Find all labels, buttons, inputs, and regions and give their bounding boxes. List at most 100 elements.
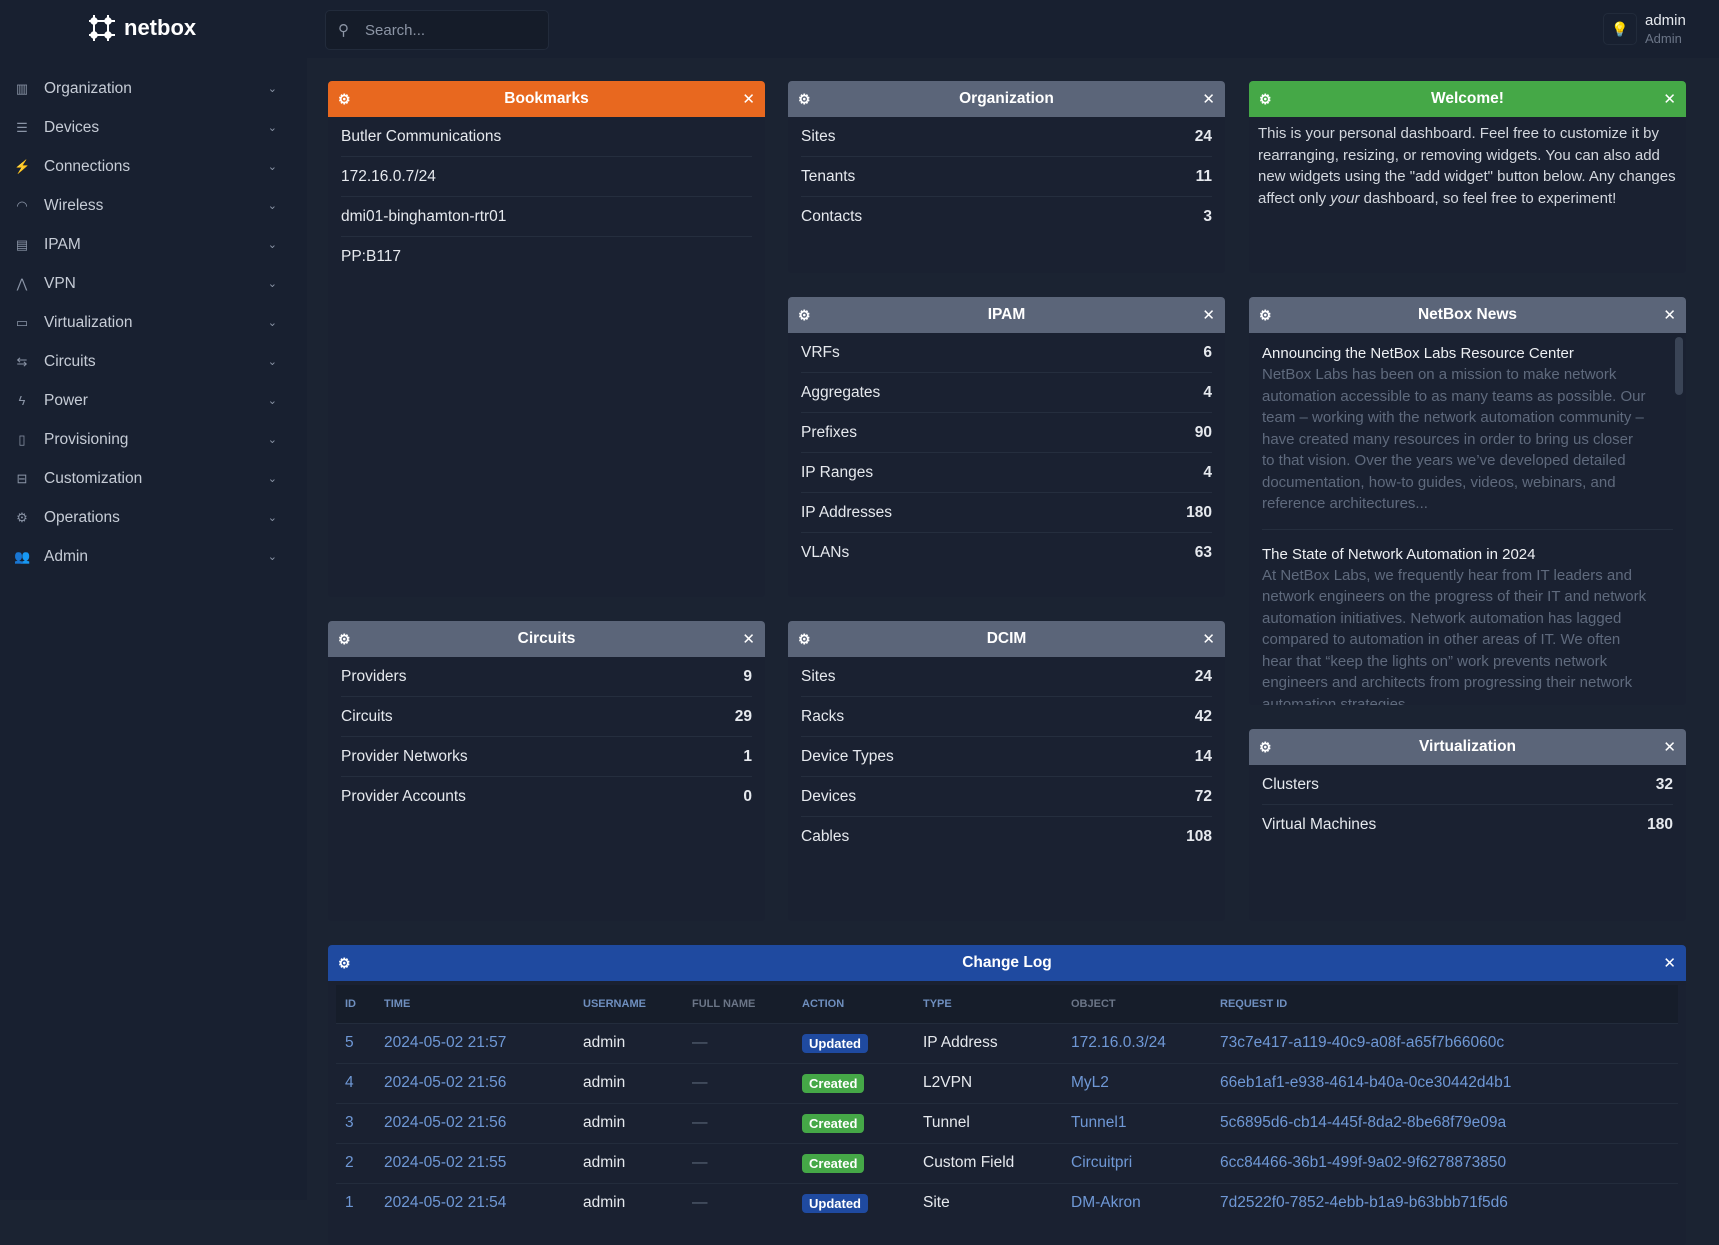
gear-icon[interactable]: ⚙ — [1259, 738, 1272, 755]
stat-row[interactable]: Virtual Machines 180 — [1262, 805, 1673, 845]
stat-label-link[interactable]: Sites — [801, 127, 836, 145]
id-link[interactable]: 1 — [345, 1194, 354, 1212]
theme-toggle-button[interactable]: 💡 — [1603, 13, 1637, 45]
netbox-logo[interactable]: netbox — [86, 12, 196, 44]
sidebar-item-circuits[interactable]: ⇆ Circuits ⌄ — [0, 342, 307, 381]
bookmark-item[interactable]: 172.16.0.7/24 — [341, 157, 752, 197]
stat-label-link[interactable]: Tenants — [801, 167, 856, 185]
stat-row[interactable]: Sites 24 — [801, 117, 1212, 157]
bookmark-item[interactable]: Butler Communications — [341, 117, 752, 157]
column-header-username[interactable]: Username — [574, 985, 683, 1023]
stat-label-link[interactable]: Sites — [801, 667, 836, 685]
column-header-full-name[interactable]: Full Name — [683, 985, 793, 1023]
search-input[interactable] — [365, 21, 535, 39]
request-id-link[interactable]: 66eb1af1-e938-4614-b40a-0ce30442d4b1 — [1220, 1074, 1512, 1091]
gear-icon[interactable]: ⚙ — [798, 630, 811, 647]
sidebar-item-devices[interactable]: ☰ Devices ⌄ — [0, 108, 307, 147]
stat-label-link[interactable]: Aggregates — [801, 383, 881, 401]
stat-row[interactable]: VRFs 6 — [801, 333, 1212, 373]
stat-row[interactable]: Prefixes 90 — [801, 413, 1212, 453]
bookmark-item[interactable]: dmi01-binghamton-rtr01 — [341, 197, 752, 237]
bookmark-link[interactable]: PP:B117 — [341, 248, 402, 265]
stat-label-link[interactable]: IP Ranges — [801, 463, 874, 481]
sidebar-item-provisioning[interactable]: ▯ Provisioning ⌄ — [0, 420, 307, 459]
close-icon[interactable]: ✕ — [1663, 739, 1676, 756]
gear-icon[interactable]: ⚙ — [338, 90, 351, 107]
sidebar-item-operations[interactable]: ⚙ Operations ⌄ — [0, 498, 307, 537]
object-link[interactable]: MyL2 — [1071, 1074, 1109, 1091]
gear-icon[interactable]: ⚙ — [798, 306, 811, 323]
request-id-link[interactable]: 73c7e417-a119-40c9-a08f-a65f7b66060c — [1220, 1034, 1505, 1051]
id-link[interactable]: 4 — [345, 1074, 354, 1091]
id-link[interactable]: 3 — [345, 1114, 354, 1131]
stat-label-link[interactable]: Provider Accounts — [341, 788, 466, 805]
stat-label-link[interactable]: Device Types — [801, 747, 894, 765]
stat-row[interactable]: Provider Networks 1 — [341, 737, 752, 777]
column-header-action[interactable]: Action — [793, 985, 914, 1023]
sidebar-item-organization[interactable]: ▥ Organization ⌄ — [0, 69, 307, 108]
stat-label-link[interactable]: Circuits — [341, 707, 393, 725]
news-title-link[interactable]: Announcing the NetBox Labs Resource Cent… — [1262, 345, 1574, 362]
stat-label-link[interactable]: Clusters — [1262, 775, 1319, 793]
object-link[interactable]: Circuitpri — [1071, 1154, 1133, 1171]
stat-row[interactable]: Aggregates 4 — [801, 373, 1212, 413]
close-icon[interactable]: ✕ — [1202, 307, 1215, 324]
stat-row[interactable]: IP Ranges 4 — [801, 453, 1212, 493]
stat-row[interactable]: Tenants 11 — [801, 157, 1212, 197]
stat-row[interactable]: Sites 24 — [801, 657, 1212, 697]
stat-label-link[interactable]: Racks — [801, 707, 845, 725]
stat-label-link[interactable]: Cables — [801, 828, 850, 845]
object-link[interactable]: 172.16.0.3/24 — [1071, 1034, 1166, 1051]
scrollbar[interactable] — [1675, 337, 1683, 395]
stat-label-link[interactable]: Prefixes — [801, 423, 857, 441]
request-id-link[interactable]: 5c6895d6-cb14-445f-8da2-8be68f79e09a — [1220, 1114, 1507, 1131]
bookmark-link[interactable]: Butler Communications — [341, 127, 502, 145]
stat-label-link[interactable]: VRFs — [801, 343, 840, 361]
stat-row[interactable]: Devices 72 — [801, 777, 1212, 817]
request-id-link[interactable]: 6cc84466-36b1-499f-9a02-9f6278873850 — [1220, 1154, 1507, 1171]
column-header-id[interactable]: ID — [336, 985, 375, 1023]
sidebar-item-ipam[interactable]: ▤ IPAM ⌄ — [0, 225, 307, 264]
stat-label-link[interactable]: Contacts — [801, 208, 863, 225]
id-link[interactable]: 2 — [345, 1154, 354, 1171]
stat-row[interactable]: Racks 42 — [801, 697, 1212, 737]
time-link[interactable]: 2024-05-02 21:55 — [384, 1154, 507, 1171]
gear-icon[interactable]: ⚙ — [1259, 306, 1272, 323]
bookmark-link[interactable]: 172.16.0.7/24 — [341, 167, 436, 185]
sidebar-item-customization[interactable]: ⊟ Customization ⌄ — [0, 459, 307, 498]
column-header-type[interactable]: Type — [914, 985, 1062, 1023]
column-header-request-id[interactable]: Request ID — [1211, 985, 1678, 1023]
object-link[interactable]: Tunnel1 — [1071, 1114, 1127, 1131]
stat-label-link[interactable]: IP Addresses — [801, 503, 893, 521]
gear-icon[interactable]: ⚙ — [798, 90, 811, 107]
sidebar-item-vpn[interactable]: ⋀ VPN ⌄ — [0, 264, 307, 303]
stat-row[interactable]: Contacts 3 — [801, 197, 1212, 237]
stat-label-link[interactable]: Provider Networks — [341, 747, 468, 765]
close-icon[interactable]: ✕ — [742, 631, 755, 648]
time-link[interactable]: 2024-05-02 21:57 — [384, 1034, 507, 1051]
sidebar-item-connections[interactable]: ⚡ Connections ⌄ — [0, 147, 307, 186]
user-menu[interactable]: admin Admin — [1645, 12, 1686, 48]
stat-row[interactable]: VLANs 63 — [801, 533, 1212, 573]
sidebar-item-wireless[interactable]: ◠ Wireless ⌄ — [0, 186, 307, 225]
close-icon[interactable]: ✕ — [1202, 631, 1215, 648]
close-icon[interactable]: ✕ — [1663, 307, 1676, 324]
stat-row[interactable]: Clusters 32 — [1262, 765, 1673, 805]
sidebar-item-virtualization[interactable]: ▭ Virtualization ⌄ — [0, 303, 307, 342]
close-icon[interactable]: ✕ — [742, 91, 755, 108]
time-link[interactable]: 2024-05-02 21:54 — [384, 1194, 507, 1212]
gear-icon[interactable]: ⚙ — [338, 954, 351, 971]
stat-label-link[interactable]: Providers — [341, 667, 407, 685]
time-link[interactable]: 2024-05-02 21:56 — [384, 1074, 507, 1091]
stat-row[interactable]: Device Types 14 — [801, 737, 1212, 777]
stat-row[interactable]: Circuits 29 — [341, 697, 752, 737]
column-header-object[interactable]: Object — [1062, 985, 1211, 1023]
object-link[interactable]: DM-Akron — [1071, 1194, 1141, 1212]
stat-label-link[interactable]: Devices — [801, 787, 857, 805]
sidebar-item-admin[interactable]: 👥 Admin ⌄ — [0, 537, 307, 576]
search-box[interactable]: ⚲ — [325, 10, 549, 50]
gear-icon[interactable]: ⚙ — [1259, 90, 1272, 107]
stat-row[interactable]: IP Addresses 180 — [801, 493, 1212, 533]
request-id-link[interactable]: 7d2522f0-7852-4ebb-b1a9-b63bbb71f5d6 — [1220, 1194, 1508, 1212]
stat-label-link[interactable]: VLANs — [801, 544, 850, 561]
